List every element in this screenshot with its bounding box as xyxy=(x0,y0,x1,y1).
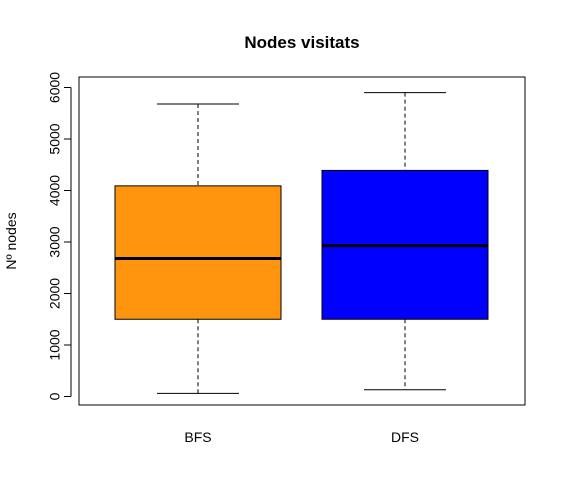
y-tick-label: 5000 xyxy=(47,123,63,154)
y-tick-label: 4000 xyxy=(47,175,63,206)
x-axis: BFS DFS xyxy=(184,429,419,445)
y-tick-label: 3000 xyxy=(47,226,63,257)
y-axis: 0 1000 2000 3000 4000 5000 6000 xyxy=(47,72,72,400)
x-tick-label: BFS xyxy=(184,429,211,445)
x-tick-label: DFS xyxy=(391,429,419,445)
chart-title: Nodes visitats xyxy=(244,33,359,52)
box-bfs xyxy=(114,185,282,320)
boxes-group xyxy=(114,92,489,394)
y-axis-label: Nº nodes xyxy=(3,212,19,269)
y-tick-label: 6000 xyxy=(47,72,63,103)
y-tick-label: 1000 xyxy=(47,329,63,360)
y-tick-label: 0 xyxy=(47,392,63,400)
plot-frame xyxy=(78,76,526,406)
y-tick-label: 2000 xyxy=(47,278,63,309)
